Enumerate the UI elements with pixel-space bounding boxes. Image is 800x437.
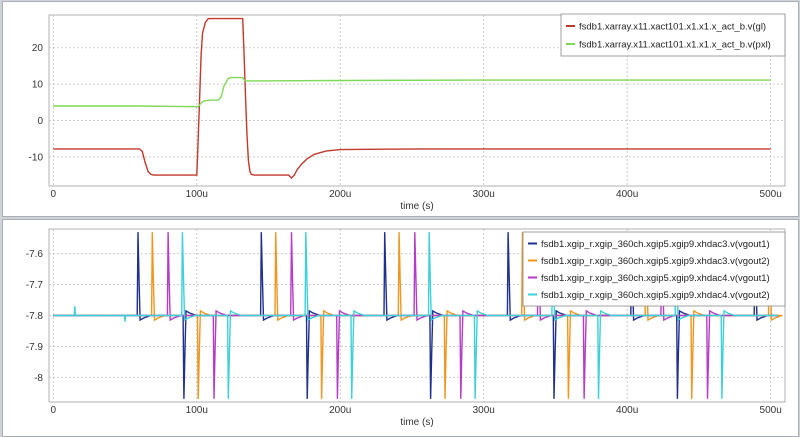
series-line-1 [53, 17, 771, 179]
legend-box [522, 231, 786, 307]
y-tick-label: -7.7 [26, 280, 44, 291]
legend-entry: fsdb1.xarray.x11.xact101.x1.x1.x_act_b.v… [579, 40, 771, 51]
legend-entry: fsdb1.xarray.x11.xact101.x1.x1.x_act_b.v… [579, 22, 766, 33]
y-tick-label: -8 [34, 373, 43, 384]
top-waveform-chart[interactable]: 0 100u 200u 300u 400u 500u -10 0 10 20 time (s) fsd… [3, 2, 798, 216]
y-tick-label: 10 [32, 80, 44, 91]
x-tick-label: 300u [473, 189, 495, 200]
y-tick-label: -10 [29, 152, 44, 163]
x-tick-label: 400u [616, 189, 638, 200]
x-tick-label: 400u [616, 405, 638, 416]
x-tick-label: 100u [186, 189, 208, 200]
y-tick-label: 20 [32, 43, 44, 54]
x-tick-label: 500u [760, 405, 782, 416]
y-tick-label: -7.6 [26, 249, 44, 260]
bottom-waveform-panel: 0 100u 200u 300u 400u 500u -7.6 -7.7 -7.8 -7.9 -8 t… [2, 219, 799, 437]
x-tick-label: 0 [51, 189, 57, 200]
y-tick-label: -7.8 [26, 311, 44, 322]
x-tick-label: 100u [186, 405, 208, 416]
y-tick-label: 0 [37, 116, 43, 127]
x-tick-label: 300u [473, 405, 495, 416]
bottom-waveform-chart[interactable]: 0 100u 200u 300u 400u 500u -7.6 -7.7 -7.8 -7.9 -8 t… [3, 220, 798, 436]
legend-box [560, 13, 786, 57]
legend-entry: fsdb1.xgip_r.xgip_360ch.xgip5.xgip9.xhda… [541, 256, 770, 267]
x-tick-label: 0 [51, 405, 57, 416]
series-group [53, 17, 771, 179]
legend-entry: fsdb1.xgip_r.xgip_360ch.xgip5.xgip9.xhda… [541, 239, 770, 250]
x-tick-label: 500u [760, 189, 782, 200]
legend: fsdb1.xarray.x11.xact101.x1.x1.x_act_b.v… [560, 13, 786, 57]
legend-entry: fsdb1.xgip_r.xgip_360ch.xgip5.xgip9.xhda… [541, 273, 770, 284]
x-tick-label: 200u [329, 189, 351, 200]
series-line-1 [53, 232, 778, 399]
legend-entry: fsdb1.xgip_r.xgip_360ch.xgip5.xgip9.xhda… [541, 290, 770, 301]
top-waveform-panel: 0 100u 200u 300u 400u 500u -10 0 10 20 time (s) fsd… [2, 1, 799, 217]
legend: fsdb1.xgip_r.xgip_360ch.xgip5.xgip9.xhda… [522, 231, 786, 307]
y-tick-label: -7.9 [26, 342, 44, 353]
x-axis-label: time (s) [400, 201, 433, 212]
series-line-2 [53, 76, 771, 108]
series-line-2 [53, 232, 783, 399]
x-tick-label: 200u [329, 405, 351, 416]
x-axis-label: time (s) [400, 417, 433, 428]
